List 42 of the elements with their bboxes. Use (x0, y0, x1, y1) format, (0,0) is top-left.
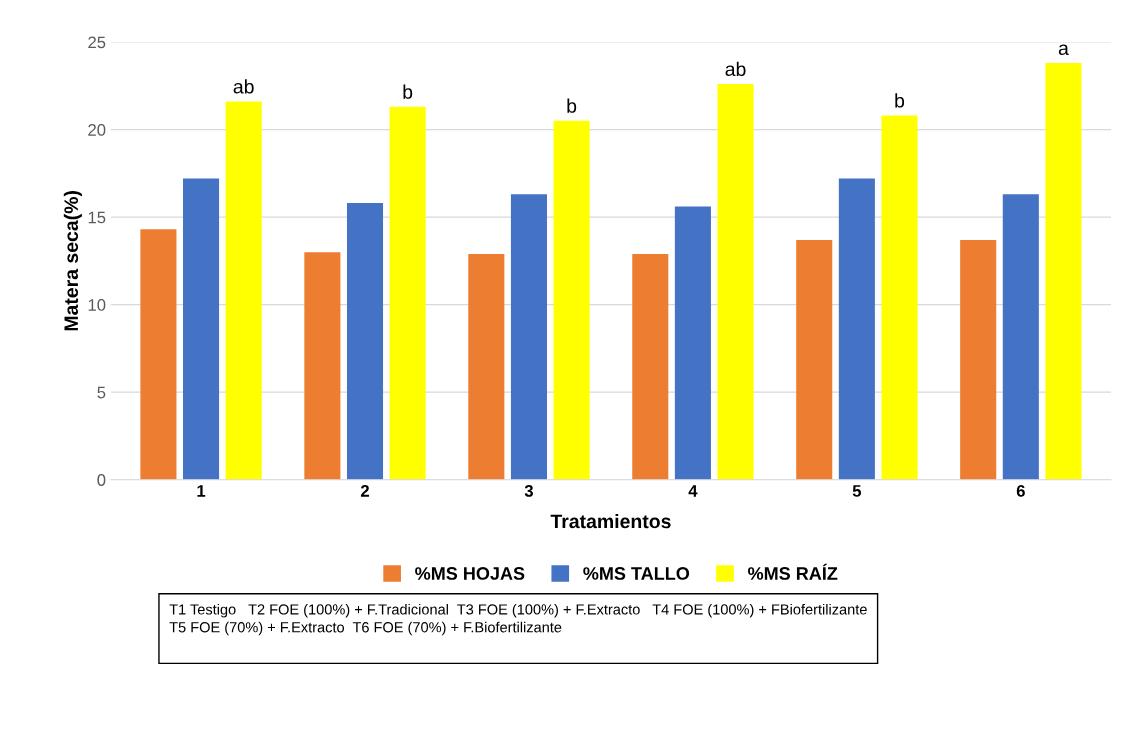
bar (717, 84, 754, 480)
data-label: b (567, 98, 577, 113)
bar (346, 203, 384, 480)
bar (510, 194, 547, 480)
y-tick-label: 25 (88, 36, 106, 49)
bar (838, 178, 875, 480)
y-tick-label: 0 (97, 474, 106, 486)
bar (632, 253, 669, 480)
data-label: b (403, 84, 413, 99)
bar (1002, 194, 1039, 480)
bar (304, 252, 341, 480)
y-axis-title: Matera seca(%) (63, 191, 82, 331)
bar (1045, 63, 1082, 480)
x-tick-label: 6 (1016, 485, 1025, 497)
x-axis-title: Tratamientos (550, 513, 671, 529)
x-tick-label: 5 (852, 485, 862, 497)
bar (183, 178, 220, 480)
x-tick-label: 2 (360, 485, 369, 497)
bar (389, 106, 426, 480)
data-label: b (895, 93, 905, 108)
y-tick-label: 10 (88, 299, 106, 311)
bar (674, 206, 711, 480)
y-tick-label: 5 (97, 386, 106, 399)
bar (140, 229, 177, 480)
bar (796, 239, 833, 480)
legend-label: %MS HOJAS (415, 567, 525, 580)
data-label: a (1058, 44, 1069, 56)
data-label: ab (233, 79, 254, 94)
bar (960, 239, 997, 480)
x-tick-label: 3 (524, 485, 533, 497)
bar (468, 253, 505, 480)
legend-label: %MS RAÍZ (748, 563, 838, 580)
text: T1 Testigo T2 FOE (100%) + F.Tradicional T3 FOE (100%) + F.Extracto T4 FOE (100%) + FBiofertilizante T5 FOE (70%) + F.Extracto T6 FOE (70%) + F.Biofertilizante (169, 603, 867, 636)
legend-label: %MS TALLO (583, 567, 690, 580)
y-tick-label: 20 (88, 123, 106, 136)
y-tick-label: 15 (88, 211, 106, 224)
data-label: ab (725, 61, 746, 77)
x-tick-label: 1 (197, 485, 206, 497)
x-tick-label: 4 (688, 485, 698, 497)
bar (881, 115, 918, 480)
bar (225, 101, 262, 480)
bar (553, 120, 590, 480)
